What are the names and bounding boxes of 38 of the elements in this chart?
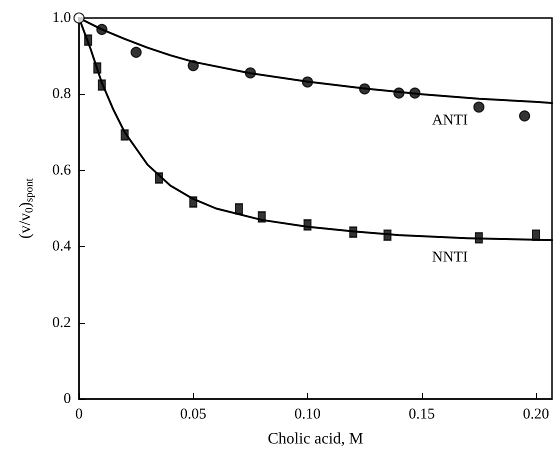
point <box>532 230 540 241</box>
annotation: NNTI <box>432 250 468 266</box>
point <box>188 60 199 72</box>
y-tick-label: 0.6 <box>52 162 72 178</box>
point <box>349 226 358 238</box>
point <box>189 196 198 208</box>
x-tick-label: 0.20 <box>522 406 550 422</box>
annotation: ANTI <box>432 112 468 128</box>
y-tick-label: 0.8 <box>52 86 71 102</box>
point <box>154 172 164 184</box>
x-tick-label: 0.10 <box>294 406 321 422</box>
x-tick-label: 0.05 <box>180 406 206 422</box>
point <box>302 76 314 88</box>
point <box>120 129 129 141</box>
point <box>130 46 142 58</box>
point <box>303 219 312 230</box>
x-tick-label: 0 <box>75 406 83 422</box>
y-tick-label: 1.0 <box>52 10 71 26</box>
x-axis-title: Cholic acid, M <box>268 430 364 448</box>
point <box>244 67 256 78</box>
point <box>409 87 420 99</box>
y-tick-label: 0.2 <box>52 314 71 331</box>
x-tick-label: 0.15 <box>408 406 435 422</box>
y-axis-title: (v/v0)spont <box>17 178 36 239</box>
point <box>96 24 108 36</box>
point <box>359 83 370 94</box>
point <box>383 230 392 241</box>
point <box>98 79 106 91</box>
point <box>93 62 102 74</box>
point <box>234 203 244 214</box>
point <box>473 102 484 113</box>
y-tick-label: 0 <box>64 391 71 407</box>
y-tick-label: 0.4 <box>52 238 72 255</box>
point <box>518 110 530 122</box>
point <box>84 34 92 46</box>
point <box>393 87 405 99</box>
point <box>258 211 266 222</box>
point <box>474 232 483 244</box>
